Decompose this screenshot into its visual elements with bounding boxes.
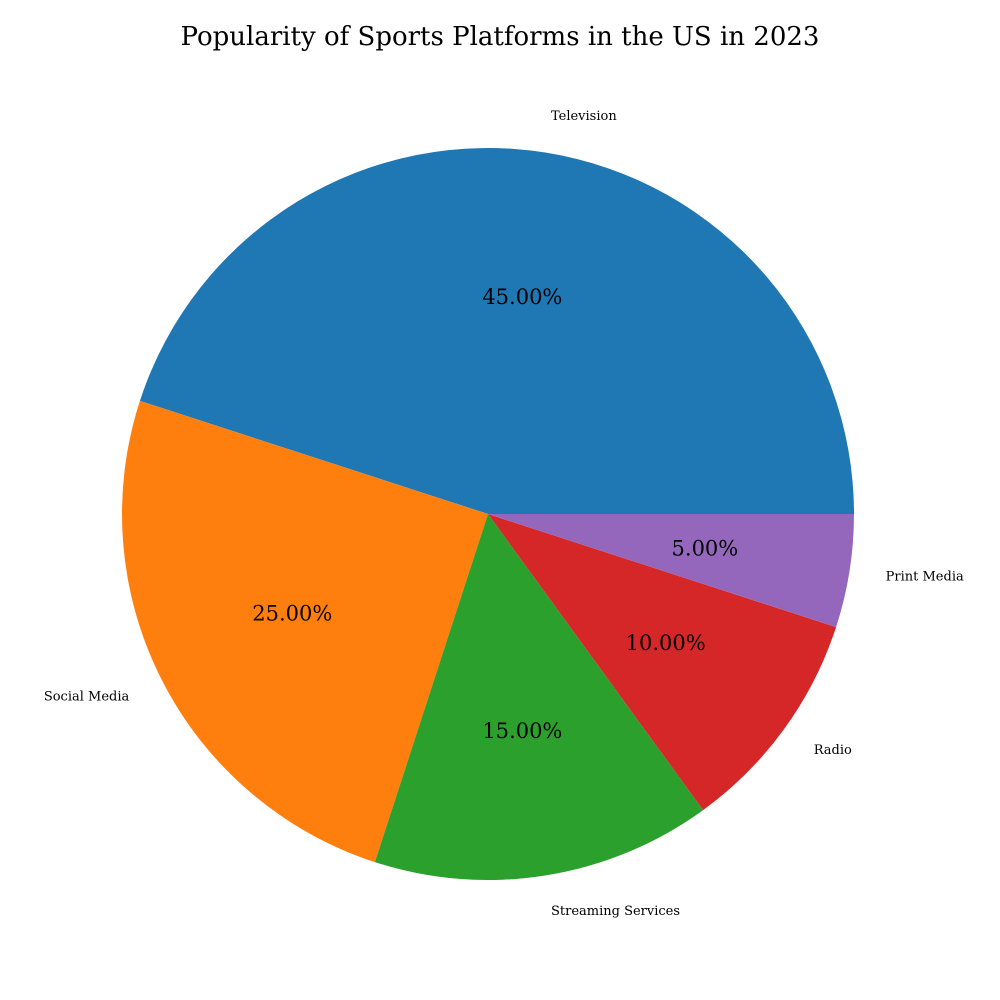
slice-value-streaming-services: 15.00%	[482, 719, 562, 743]
slice-label-television: Television	[551, 109, 617, 124]
slice-labels: Television Social Media Streaming Services…	[44, 109, 964, 919]
slice-label-streaming-services: Streaming Services	[551, 904, 680, 919]
slice-television	[139, 148, 854, 514]
slice-print-media	[488, 514, 854, 628]
slice-label-social-media: Social Media	[44, 689, 130, 704]
slice-radio	[488, 514, 837, 811]
slice-label-print-media: Print Media	[886, 569, 964, 584]
slice-value-labels: 45.00% 25.00% 15.00% 10.00% 5.00%	[252, 285, 738, 743]
slice-value-social-media: 25.00%	[252, 602, 332, 626]
slice-value-television: 45.00%	[482, 285, 562, 309]
slice-social-media	[121, 400, 488, 863]
slice-streaming-services	[374, 514, 704, 880]
pie-slices	[121, 148, 854, 880]
slice-label-radio: Radio	[814, 743, 852, 758]
slice-value-radio: 10.00%	[626, 631, 706, 655]
chart-title: Popularity of Sports Platforms in the US…	[180, 22, 820, 52]
slice-value-print-media: 5.00%	[672, 536, 739, 560]
